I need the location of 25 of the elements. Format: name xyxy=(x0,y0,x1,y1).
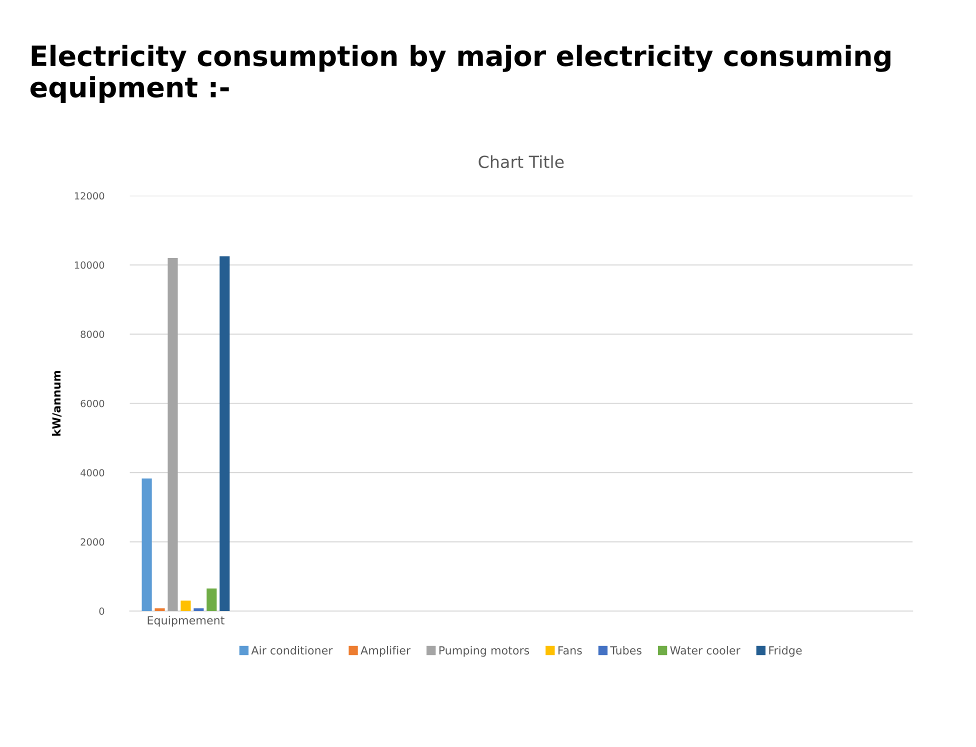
bar xyxy=(142,478,152,612)
y-tick-label: 0 xyxy=(99,608,104,615)
x-tick-label: Equipmement xyxy=(148,616,224,627)
bar xyxy=(180,600,191,612)
chart-subtitle: Chart Title xyxy=(478,155,564,168)
bar xyxy=(168,258,178,612)
bar xyxy=(194,608,204,612)
y-tick-label: 12000 xyxy=(74,192,104,200)
y-tick-label: 10000 xyxy=(74,261,104,269)
legend-label: Pumping motors xyxy=(439,646,530,657)
legend-label: Amplifier xyxy=(360,646,411,657)
legend-label: Tubes xyxy=(610,646,642,655)
y-axis-title: kW/annum xyxy=(52,371,62,436)
chart-title: Electricity consumption by major electricity consuming equipment :- xyxy=(30,44,890,104)
y-tick-label: 4000 xyxy=(80,469,104,476)
y-tick-label: 8000 xyxy=(80,330,104,338)
bar xyxy=(220,256,230,612)
y-tick-label: 2000 xyxy=(80,538,104,546)
y-tick-label: 6000 xyxy=(80,400,104,408)
bar xyxy=(154,608,165,612)
legend-label: Air conditioner xyxy=(251,646,333,655)
legend-label: Fridge xyxy=(769,646,802,657)
bar xyxy=(206,588,217,612)
legend-label: Fans xyxy=(558,646,582,655)
legend-label: Water cooler xyxy=(670,646,740,655)
